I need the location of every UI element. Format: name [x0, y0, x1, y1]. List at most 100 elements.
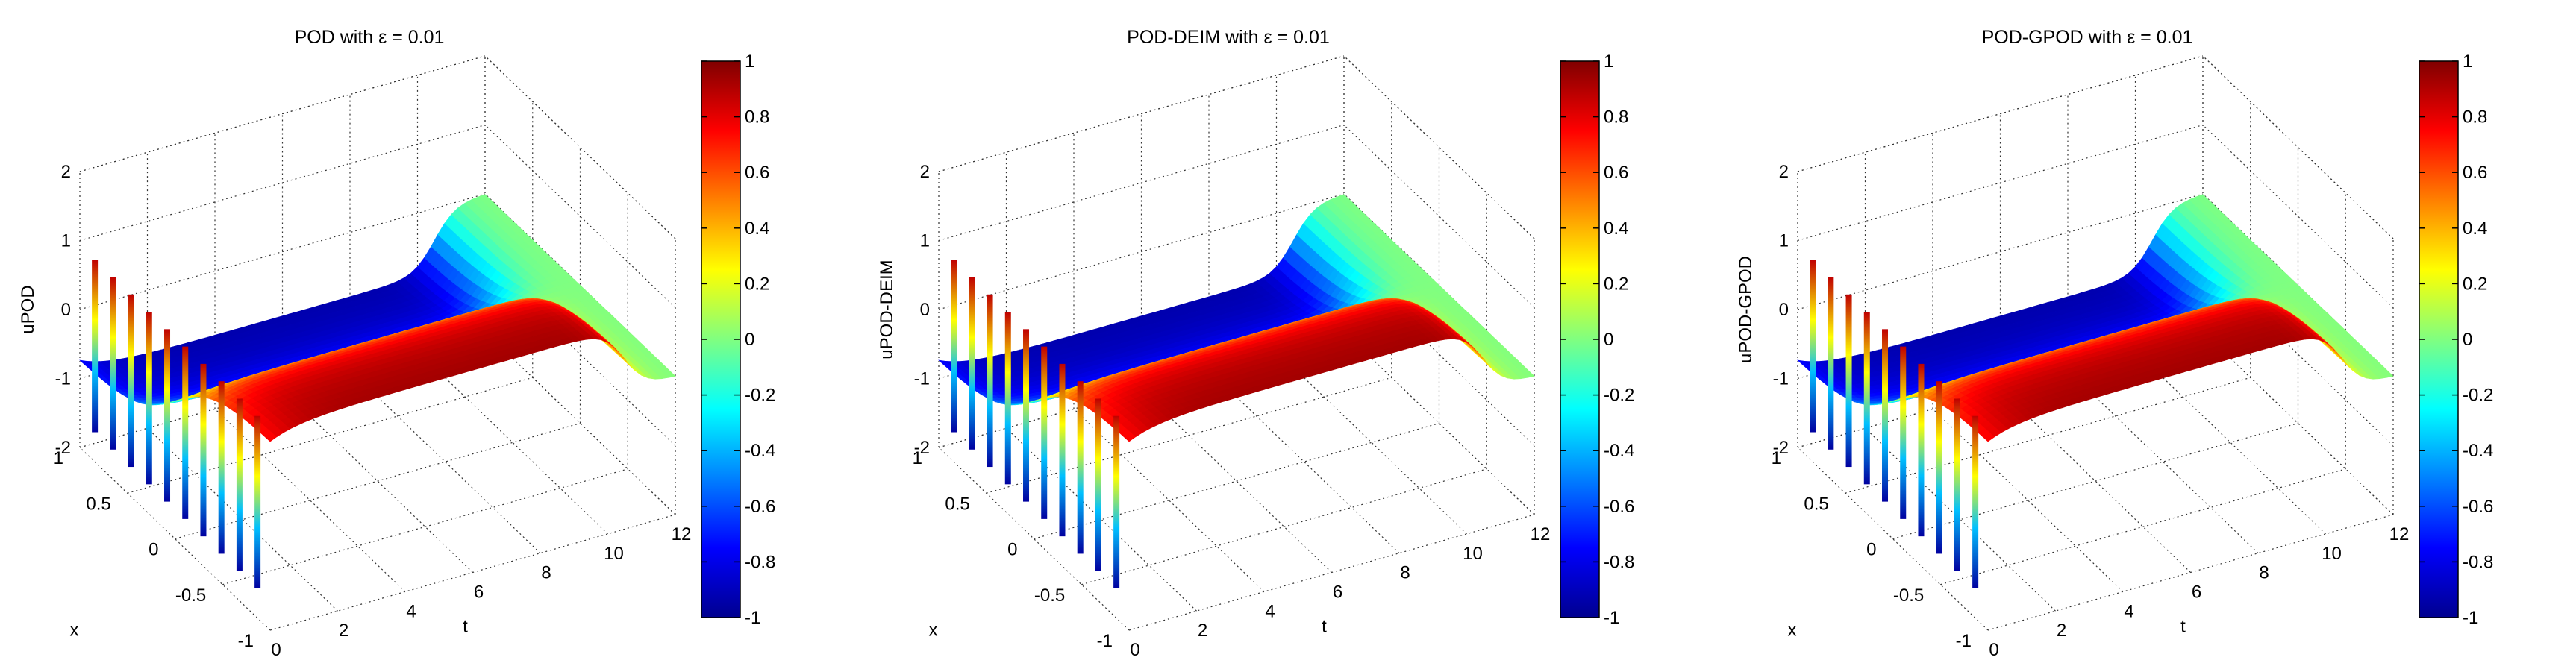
- t-tick-label: 10: [604, 544, 624, 564]
- colorbar-tick-label: -0.2: [745, 386, 775, 406]
- colorbar-tick-label: -0.6: [745, 497, 775, 517]
- colorbar-tick-label: -0.6: [1604, 497, 1634, 517]
- ylabel: x: [929, 621, 938, 641]
- z-tick-label: 2: [61, 162, 71, 182]
- zlabel: uPOD-DEIM: [877, 260, 897, 359]
- x-tick-label: 0: [149, 540, 158, 560]
- ylabel: x: [70, 621, 79, 641]
- panel-1: POD with ε = 0.01024681012-1-0.500.51-2-…: [18, 27, 775, 660]
- colorbar-tick-label: 0.8: [2463, 107, 2487, 128]
- z-tick-label: 1: [1779, 231, 1789, 251]
- z-tick-label: 2: [1779, 162, 1789, 182]
- t-tick-label: 0: [1989, 640, 1998, 660]
- colorbar-tick-label: 0: [745, 330, 754, 350]
- z-tick-label: 0: [920, 300, 930, 320]
- colorbar: 1 0.8 0.6 0.4 0.2 0 -0.2 -0.4 -0.6 -0.8 -1: [2419, 51, 2493, 628]
- colorbar-tick-label: 0: [2463, 330, 2472, 350]
- colorbar-tick-label: -1: [745, 608, 760, 628]
- z-tick-label: -2: [55, 438, 71, 458]
- t-tick-label: 2: [339, 621, 348, 641]
- x-tick-label: -0.5: [1893, 585, 1924, 606]
- zlabel: uPOD: [18, 285, 38, 333]
- colorbar-tick-label: 1: [1604, 51, 1613, 72]
- z-tick-label: 0: [61, 300, 71, 320]
- t-tick-label: 4: [2124, 601, 2133, 621]
- x-tick-label: -1: [1097, 631, 1113, 651]
- x-tick-label: -1: [1956, 631, 1972, 651]
- t-tick-label: 12: [2389, 524, 2410, 544]
- t-tick-label: 2: [2057, 621, 2066, 641]
- x-tick-label: -1: [238, 631, 254, 651]
- t-tick-label: 2: [1198, 621, 1207, 641]
- t-tick-label: 10: [1463, 544, 1483, 564]
- colorbar-tick-label: -0.8: [745, 552, 775, 572]
- surface: [938, 194, 1535, 588]
- t-tick-label: 4: [1265, 601, 1275, 621]
- x-tick-label: -0.5: [1034, 585, 1065, 606]
- z-tick-label: -2: [1773, 438, 1789, 458]
- xlabel: t: [1322, 617, 1327, 637]
- colorbar-tick-label: 0.2: [2463, 274, 2487, 294]
- chart-title: POD with ε = 0.01: [295, 27, 445, 48]
- z-tick-label: -2: [914, 438, 930, 458]
- colorbar-tick-label: -0.6: [2463, 497, 2493, 517]
- colorbar-tick-label: 0.4: [745, 219, 769, 239]
- z-tick-label: -1: [914, 369, 930, 389]
- z-tick-label: -1: [1773, 369, 1789, 389]
- t-tick-label: 6: [1333, 582, 1342, 603]
- x-tick-label: 0.5: [1804, 494, 1828, 514]
- colorbar-tick-label: -1: [2463, 608, 2478, 628]
- x-tick-label: 0: [1866, 540, 1876, 560]
- x-tick-label: 0: [1007, 540, 1017, 560]
- colorbar-tick-label: -0.2: [1604, 386, 1634, 406]
- t-tick-label: 6: [2192, 582, 2201, 603]
- x-tick-label: -0.5: [175, 585, 206, 606]
- z-tick-label: 2: [920, 162, 930, 182]
- t-tick-label: 12: [1531, 524, 1551, 544]
- t-tick-label: 8: [541, 563, 551, 583]
- t-tick-label: 0: [271, 640, 281, 660]
- xlabel: t: [463, 617, 468, 637]
- x-tick-label: 1: [913, 448, 922, 468]
- colorbar-tick-label: 0.2: [745, 274, 769, 294]
- ylabel: x: [1788, 621, 1797, 641]
- t-tick-label: 8: [1400, 563, 1410, 583]
- colorbar-tick-label: 1: [2463, 51, 2472, 72]
- colorbar-tick-label: 0.8: [1604, 107, 1628, 128]
- colorbar-tick-label: 0.6: [2463, 163, 2487, 183]
- surface: [1797, 194, 2394, 588]
- t-tick-label: 12: [672, 524, 692, 544]
- z-tick-label: -1: [55, 369, 71, 389]
- colorbar-tick-label: 0.2: [1604, 274, 1628, 294]
- panel-3: POD-GPOD with ε = 0.01024681012-1-0.500.…: [1736, 27, 2493, 660]
- x-tick-label: 1: [1772, 448, 1781, 468]
- colorbar-tick-label: 0.6: [1604, 163, 1628, 183]
- t-tick-label: 8: [2259, 563, 2269, 583]
- colorbar: 1 0.8 0.6 0.4 0.2 0 -0.2 -0.4 -0.6 -0.8 -1: [701, 51, 775, 628]
- t-tick-label: 6: [474, 582, 484, 603]
- xlabel: t: [2180, 617, 2186, 637]
- t-tick-label: 0: [1130, 640, 1139, 660]
- z-tick-label: 0: [1779, 300, 1789, 320]
- colorbar-tick-label: 0.8: [745, 107, 769, 128]
- t-tick-label: 4: [406, 601, 416, 621]
- chart-title: POD-DEIM with ε = 0.01: [1127, 27, 1330, 48]
- colorbar-tick-label: -0.8: [1604, 552, 1634, 572]
- colorbar-tick-label: -0.4: [1604, 441, 1634, 461]
- colorbar: 1 0.8 0.6 0.4 0.2 0 -0.2 -0.4 -0.6 -0.8 -1: [1560, 51, 1634, 628]
- zlabel: uPOD-GPOD: [1736, 256, 1756, 363]
- colorbar-tick-label: 0.4: [2463, 219, 2487, 239]
- surface: [79, 194, 676, 588]
- panel-2: POD-DEIM with ε = 0.01024681012-1-0.500.…: [877, 27, 1634, 660]
- t-tick-label: 10: [2322, 544, 2342, 564]
- chart-title: POD-GPOD with ε = 0.01: [1982, 27, 2193, 48]
- colorbar-tick-label: -0.8: [2463, 552, 2493, 572]
- x-tick-label: 0.5: [945, 494, 969, 514]
- colorbar-tick-label: 0.4: [1604, 219, 1628, 239]
- colorbar-tick-label: -0.4: [2463, 441, 2493, 461]
- colorbar-tick-label: 1: [745, 51, 754, 72]
